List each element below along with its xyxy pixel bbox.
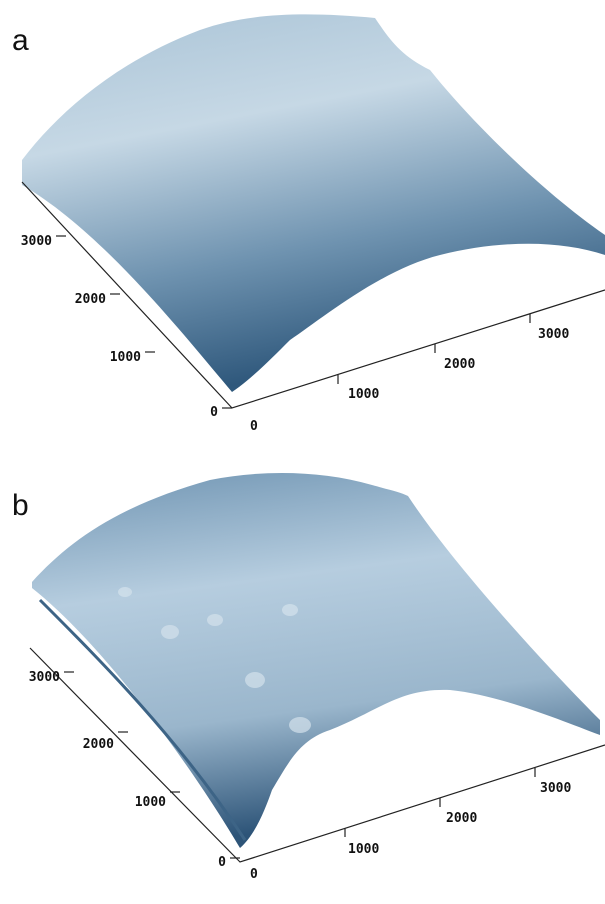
panel-b: b 3000 2000 1000 0 0 1000 2000 3000 [12, 473, 605, 882]
tick-label: 2000 [446, 811, 477, 826]
tick-label: 2000 [75, 292, 106, 307]
tick-label: 0 [210, 405, 218, 420]
panel-label: b [12, 489, 29, 522]
tick-label: 1000 [135, 795, 166, 810]
tick-label: 0 [218, 855, 226, 870]
panel-a: a 3000 2000 1000 0 0 1000 2000 3000 [12, 14, 605, 434]
tick-label: 3000 [538, 327, 569, 342]
tick-label: 0 [250, 419, 258, 434]
tick-label: 2000 [83, 737, 114, 752]
figure: a 3000 2000 1000 0 0 1000 2000 3000 b [0, 0, 605, 904]
tick-label: 0 [250, 867, 258, 882]
tick-label: 3000 [29, 670, 60, 685]
tick-label: 3000 [21, 234, 52, 249]
surface [22, 14, 605, 392]
tick-label: 3000 [540, 781, 571, 796]
tick-label: 2000 [444, 357, 475, 372]
surface [32, 473, 600, 848]
bottom-ticks: 0 1000 2000 3000 [250, 768, 571, 882]
panel-label: a [12, 24, 29, 57]
tick-label: 1000 [348, 842, 379, 857]
tick-label: 1000 [110, 350, 141, 365]
tick-label: 1000 [348, 387, 379, 402]
